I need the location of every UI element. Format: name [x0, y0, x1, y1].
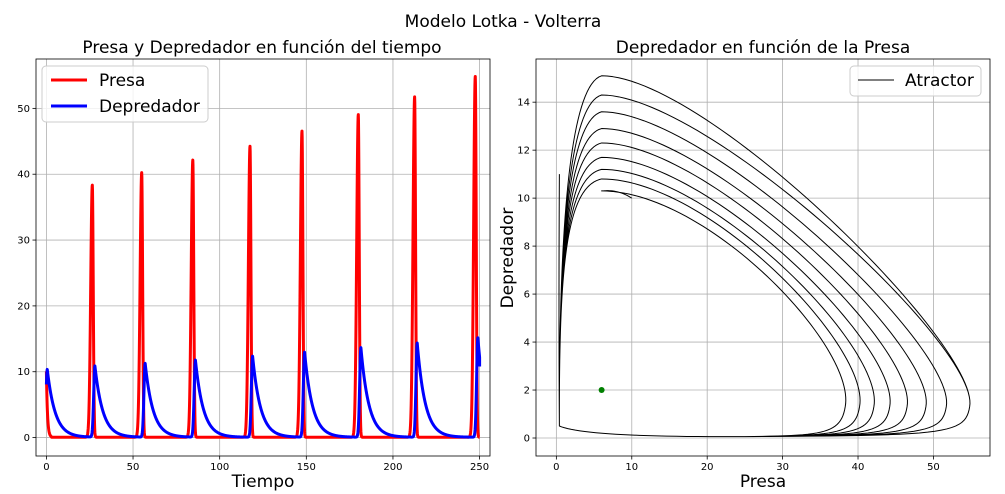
legend-box — [849, 65, 982, 97]
y-tick-label: 40 — [17, 170, 30, 181]
x-tick-label: 200 — [383, 462, 402, 473]
x-tick-label: 30 — [776, 462, 789, 473]
tick-labels: 0 50 100 150 200 250 0 10 20 30 40 50 — [17, 104, 489, 473]
y-tick-label: 2 — [524, 386, 530, 397]
figure-title: Modelo Lotka - Volterra — [405, 12, 602, 32]
y-axis-label: Depredador — [498, 208, 518, 309]
x-tick-label: 10 — [625, 462, 638, 473]
panel-title-time: Presa y Depredador en función del tiempo — [82, 38, 441, 58]
y-tick-label: 4 — [524, 338, 530, 349]
y-tick-label: 0 — [24, 433, 30, 444]
x-tick-label: 50 — [927, 462, 940, 473]
x-axis-label: Presa — [740, 472, 786, 492]
legend-entry: Presa — [99, 71, 145, 91]
x-tick-label: 40 — [852, 462, 865, 473]
x-axis-label: Tiempo — [231, 472, 295, 492]
x-tick-label: 50 — [127, 462, 140, 473]
legend-entry: Atractor — [905, 71, 974, 91]
scatter-point — [598, 387, 605, 394]
y-tick-label: 20 — [17, 301, 30, 312]
y-tick-label: 14 — [517, 98, 530, 109]
axes-frame — [35, 58, 491, 457]
x-tick-label: 250 — [470, 462, 489, 473]
series-line-atractor — [558, 75, 971, 438]
y-tick-label: 12 — [517, 146, 530, 157]
x-tick-label: 100 — [210, 462, 229, 473]
legend-entry: Depredador — [99, 97, 200, 117]
x-tick-label: 0 — [553, 462, 559, 473]
phase-panel: Depredador en función de la Presa 0 10 20 3… — [498, 38, 991, 492]
panel-title-phase: Depredador en función de la Presa — [616, 38, 911, 58]
x-tick-label: 150 — [297, 462, 316, 473]
y-tick-label: 10 — [517, 194, 530, 205]
y-tick-label: 10 — [17, 367, 30, 378]
x-tick-label: 20 — [701, 462, 714, 473]
y-tick-label: 0 — [524, 434, 530, 445]
legend: Presa Depredador — [41, 65, 209, 123]
axes-frame — [535, 58, 991, 457]
y-tick-label: 8 — [524, 242, 530, 253]
legend: Atractor — [849, 65, 982, 97]
y-tick-label: 30 — [17, 236, 30, 247]
y-tick-label: 50 — [17, 104, 30, 115]
grid — [536, 59, 990, 456]
plot-area — [44, 74, 482, 439]
series-line-depredador — [44, 336, 482, 439]
plot-area — [558, 75, 971, 438]
y-tick-label: 6 — [524, 290, 530, 301]
x-tick-label: 0 — [43, 462, 49, 473]
tick-labels: 0 10 20 30 40 50 0 2 4 6 8 10 12 14 — [517, 98, 940, 473]
time-series-panel: Presa y Depredador en función del tiempo… — [17, 38, 491, 492]
